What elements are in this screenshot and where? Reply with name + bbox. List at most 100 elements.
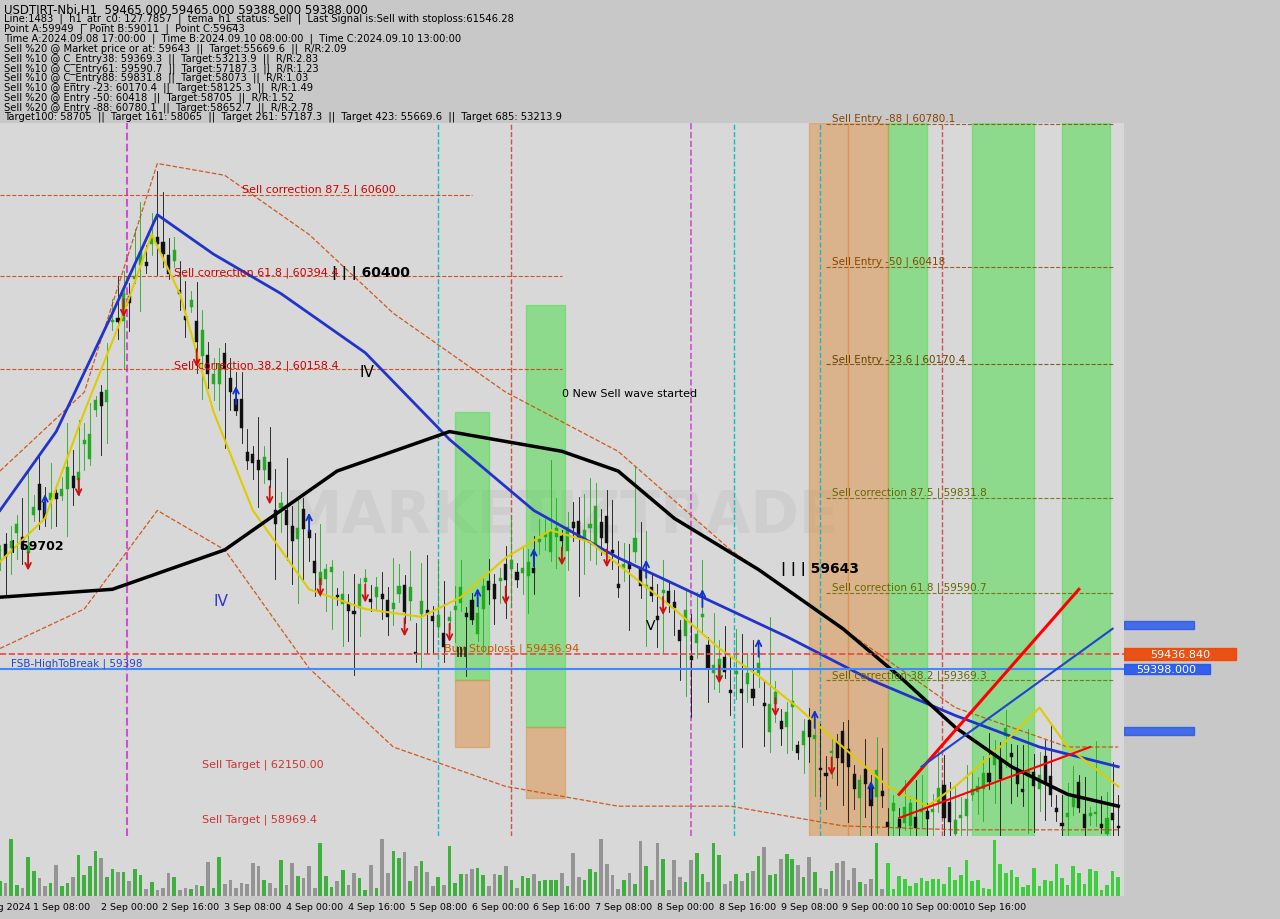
Bar — [504, 867, 508, 896]
Bar — [914, 818, 918, 828]
Bar — [111, 321, 114, 323]
Text: | | | 59643: | | | 59643 — [781, 562, 859, 575]
Bar — [532, 569, 535, 573]
Bar — [627, 562, 631, 570]
Bar — [453, 883, 457, 896]
Bar — [1004, 873, 1007, 896]
Bar — [251, 863, 255, 896]
Bar — [841, 861, 845, 896]
Bar — [460, 875, 462, 896]
Bar — [571, 854, 575, 896]
Bar — [1116, 826, 1120, 828]
Bar — [1021, 789, 1024, 791]
Bar — [380, 595, 384, 600]
Bar — [1005, 728, 1007, 736]
Bar — [415, 652, 417, 654]
Bar — [965, 800, 968, 816]
Bar — [189, 889, 193, 896]
Bar — [340, 869, 344, 896]
Bar — [161, 888, 165, 896]
Bar — [746, 673, 749, 685]
Bar — [1043, 756, 1047, 783]
Bar — [116, 319, 119, 323]
Bar — [307, 530, 311, 538]
Bar — [234, 400, 238, 412]
Bar — [808, 720, 810, 737]
Bar — [695, 634, 699, 643]
Bar — [813, 872, 817, 896]
Bar — [10, 541, 13, 548]
Bar — [852, 775, 855, 789]
Bar — [420, 601, 422, 615]
Bar — [645, 584, 648, 588]
Bar — [987, 773, 991, 782]
Bar — [937, 879, 941, 896]
Text: 9 Sep 00:00: 9 Sep 00:00 — [842, 902, 900, 911]
Bar — [392, 604, 396, 609]
Bar — [229, 880, 232, 896]
Bar — [15, 885, 19, 896]
Bar — [436, 878, 440, 896]
Bar — [521, 876, 525, 896]
Bar — [456, 680, 489, 747]
Bar — [582, 879, 586, 896]
Bar — [183, 888, 187, 896]
Bar — [538, 539, 541, 542]
Bar — [852, 868, 856, 896]
Bar — [841, 732, 845, 763]
Bar — [1106, 818, 1108, 834]
Bar — [745, 873, 749, 896]
Bar — [1015, 877, 1019, 896]
Bar — [735, 671, 737, 675]
Bar — [133, 869, 137, 896]
Bar — [32, 871, 36, 896]
Bar — [201, 330, 204, 357]
Bar — [178, 291, 182, 294]
Text: Sell correction 61.8 | 60394.4: Sell correction 61.8 | 60394.4 — [174, 267, 339, 278]
Bar — [572, 523, 575, 529]
Bar — [948, 802, 951, 823]
Bar — [707, 882, 710, 896]
Bar — [140, 253, 142, 266]
Bar — [937, 789, 940, 802]
Text: 4 Sep 00:00: 4 Sep 00:00 — [287, 902, 343, 911]
Bar — [77, 472, 81, 481]
Text: Sell %10 @ Entry -23: 60170.4  ||  Target:58125.3  ||  R/R:1.49: Sell %10 @ Entry -23: 60170.4 || Target:… — [4, 83, 314, 93]
Bar — [465, 874, 468, 896]
Bar — [481, 586, 485, 609]
Bar — [65, 468, 69, 490]
Bar — [218, 364, 220, 384]
Bar — [678, 630, 681, 641]
Bar — [493, 874, 497, 896]
Bar — [728, 690, 732, 693]
Bar — [465, 613, 468, 617]
Bar — [751, 689, 754, 698]
Bar — [335, 881, 339, 896]
Bar — [269, 463, 271, 480]
Bar — [566, 528, 570, 551]
Bar — [888, 124, 927, 836]
Bar — [858, 780, 861, 798]
Bar — [234, 888, 238, 896]
Bar — [538, 880, 541, 896]
Bar — [206, 356, 210, 374]
Bar — [352, 873, 356, 896]
Bar — [993, 840, 996, 896]
Bar — [982, 888, 986, 896]
Text: V: V — [646, 618, 655, 632]
Bar — [504, 564, 507, 580]
Bar — [173, 877, 177, 896]
Bar — [735, 874, 739, 896]
Text: 7 Sep 08:00: 7 Sep 08:00 — [595, 902, 653, 911]
Bar — [600, 522, 603, 539]
Bar — [1124, 622, 1194, 630]
Bar — [385, 874, 389, 896]
Bar — [307, 866, 311, 896]
Bar — [178, 890, 182, 896]
Text: 1 Sep 08:00: 1 Sep 08:00 — [33, 902, 91, 911]
Bar — [116, 872, 120, 896]
Bar — [1078, 782, 1080, 808]
Bar — [803, 732, 805, 745]
Bar — [723, 657, 727, 673]
Bar — [897, 877, 901, 896]
